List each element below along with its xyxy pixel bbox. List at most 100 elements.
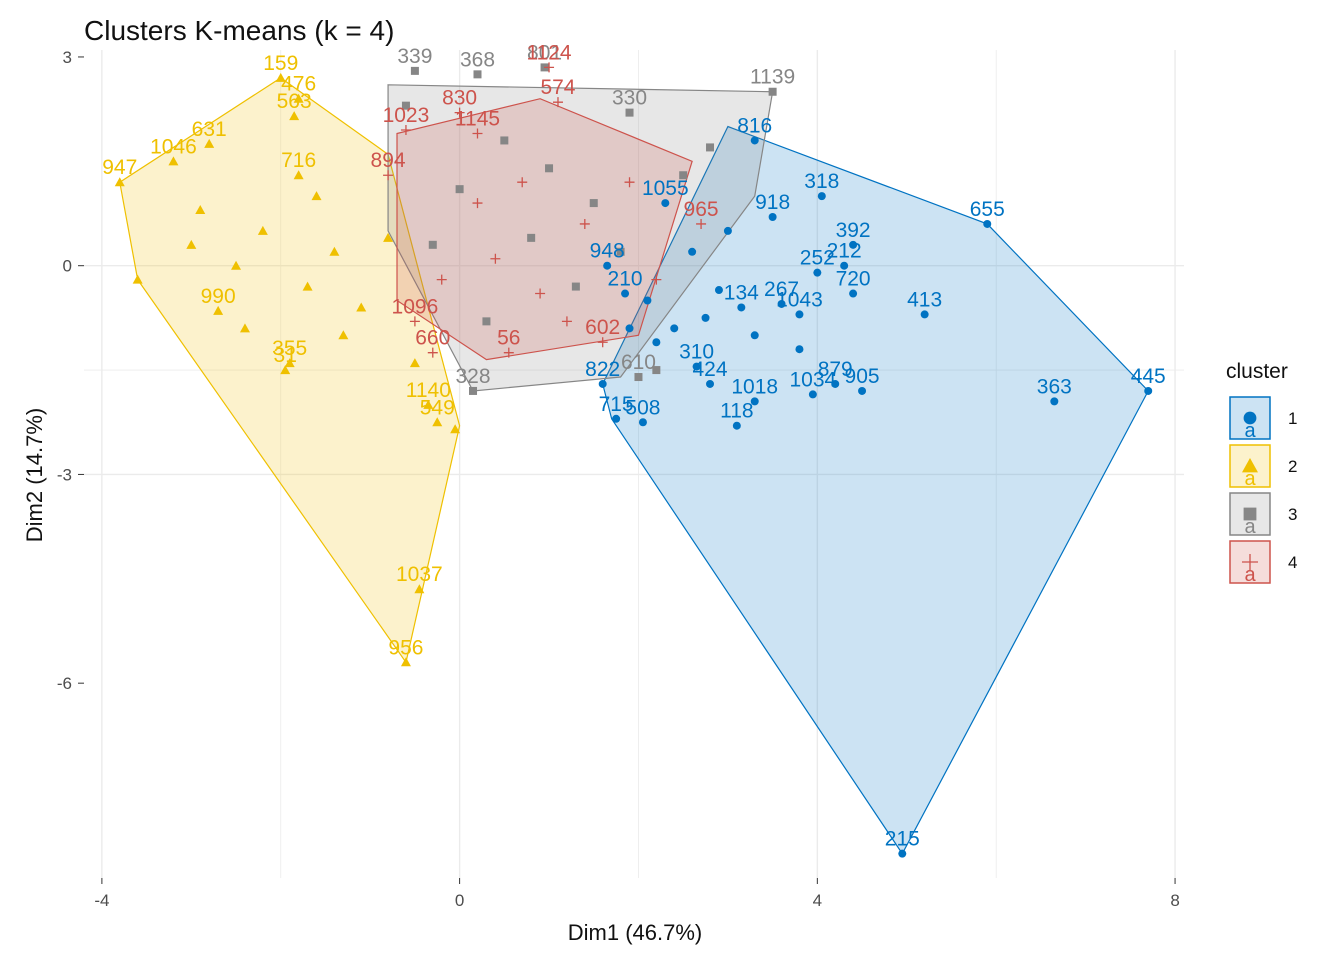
legend-label-3: 3 xyxy=(1288,505,1297,524)
data-points xyxy=(114,62,1153,858)
cluster-1-point-label: 318 xyxy=(804,170,839,193)
cluster-1-point xyxy=(750,136,759,145)
legend-marker-4 xyxy=(1242,554,1258,570)
cluster-3-point xyxy=(589,199,598,208)
legend-marker-1 xyxy=(1243,411,1257,425)
cluster-3-point xyxy=(625,108,634,117)
cluster-3-point xyxy=(401,101,410,110)
cluster-2-point xyxy=(231,260,242,270)
cluster-1-point xyxy=(1144,386,1153,395)
legend-label-2: 2 xyxy=(1288,457,1297,476)
cluster-1-point-label: 210 xyxy=(608,268,643,291)
cluster-4-point xyxy=(544,62,555,73)
cluster-2-point xyxy=(414,584,425,594)
cluster-1-point xyxy=(603,261,612,270)
cluster-1-point xyxy=(813,268,822,277)
cluster-1-point xyxy=(920,310,929,319)
x-tick-label: 4 xyxy=(813,891,822,910)
y-tick-label: -3 xyxy=(57,465,72,484)
cluster-1-point-label: 424 xyxy=(692,358,727,381)
cluster-2-point xyxy=(114,177,125,187)
cluster-1-point xyxy=(849,289,858,298)
cluster-2-point xyxy=(239,323,250,333)
cluster-1-point-label: 215 xyxy=(885,828,920,851)
cluster-1-point-label: 816 xyxy=(737,114,772,137)
cluster-1-point-label: 879 xyxy=(818,358,853,381)
cluster-4-point-label: 1023 xyxy=(383,104,430,127)
cluster-4-point xyxy=(383,170,394,181)
cluster-2-point-label: 159 xyxy=(263,52,298,75)
cluster-1-point xyxy=(817,192,826,201)
cluster-1-point xyxy=(638,418,647,427)
cluster-2-point xyxy=(289,111,300,121)
cluster-2-point xyxy=(311,191,322,201)
cluster-4-point xyxy=(472,198,483,209)
cluster-1-point-label: 905 xyxy=(845,365,880,388)
cluster-1-point-label: 1055 xyxy=(642,177,689,200)
axis-ticks: -4 0 4 830-3-6 xyxy=(57,48,1180,910)
cluster-3-point xyxy=(473,70,482,79)
cluster-4-point xyxy=(472,128,483,139)
cluster-1-point xyxy=(750,331,759,340)
cluster-2-point xyxy=(356,302,367,312)
cluster-1-point xyxy=(983,219,992,228)
cluster-4-point xyxy=(400,125,411,136)
cluster-4-point xyxy=(490,253,501,264)
cluster-1-point xyxy=(1050,397,1059,406)
x-tick-label: 8 xyxy=(1170,891,1179,910)
legend-key-glyph-3: a xyxy=(1244,516,1256,538)
cluster-4-point xyxy=(427,347,438,358)
cluster-1-point-label: 118 xyxy=(720,400,753,423)
cluster-4-point xyxy=(517,177,528,188)
cluster-4-point-label: 830 xyxy=(442,87,477,110)
cluster-1-point-label: 392 xyxy=(836,219,871,242)
cluster-2-point xyxy=(329,246,340,256)
cluster-3-point-label: 330 xyxy=(612,87,647,110)
cluster-3-point xyxy=(455,185,464,194)
cluster-1-point xyxy=(808,390,817,399)
cluster-3-point-label: 1139 xyxy=(750,66,795,89)
cluster-1-point-label: 134 xyxy=(724,281,759,304)
cluster-2-point-label: 947 xyxy=(102,156,137,179)
legend-key-glyph-4: a xyxy=(1244,564,1256,586)
cluster-2-point xyxy=(293,93,304,103)
cluster-1-point xyxy=(621,289,630,298)
cluster-2-point xyxy=(213,305,224,315)
cluster-4-point-label: 660 xyxy=(415,327,450,350)
cluster-2-point xyxy=(186,239,197,249)
y-tick-label: -6 xyxy=(57,674,72,693)
y-tick-label: 0 xyxy=(63,257,72,276)
legend-key-glyph-2: a xyxy=(1244,468,1256,490)
cluster-3-point xyxy=(616,247,625,256)
cluster-1-point-label: 822 xyxy=(585,358,620,381)
cluster-4-point-label: 574 xyxy=(540,76,575,99)
chart-title: Clusters K-means (k = 4) xyxy=(84,15,394,46)
cluster-4-point-label: 602 xyxy=(585,316,620,339)
cluster-2-point xyxy=(195,205,206,215)
cluster-4-hull xyxy=(396,98,693,361)
cluster-1-point xyxy=(898,849,907,858)
cluster-4-point xyxy=(579,218,590,229)
cluster-4-point-label: 965 xyxy=(684,198,719,221)
cluster-2-point-label: 31 xyxy=(274,344,297,367)
cluster-1-point xyxy=(714,286,723,295)
y-tick-label: 3 xyxy=(63,48,72,67)
cluster-1-point-label: 508 xyxy=(625,396,660,419)
cluster-2-point-label: 1140 xyxy=(406,379,451,402)
cluster-1-point xyxy=(661,199,670,208)
legend: cluster a 1 a 2 a 3 a 4 xyxy=(1226,360,1297,586)
cluster-2-point-label: 1037 xyxy=(396,563,443,586)
cluster-1-point xyxy=(858,386,867,395)
cluster-4-point xyxy=(409,316,420,327)
cluster-2-point xyxy=(293,170,304,180)
cluster-1-point-label: 655 xyxy=(970,198,1005,221)
cluster-2-point xyxy=(400,657,411,667)
cluster-1-point xyxy=(688,247,697,256)
cluster-1-point-label: 310 xyxy=(679,341,714,364)
cluster-1-point xyxy=(732,421,741,430)
cluster-hulls xyxy=(119,77,1149,855)
cluster-1-point-label: 1018 xyxy=(731,375,778,398)
cluster-1-point-label: 445 xyxy=(1131,365,1166,388)
